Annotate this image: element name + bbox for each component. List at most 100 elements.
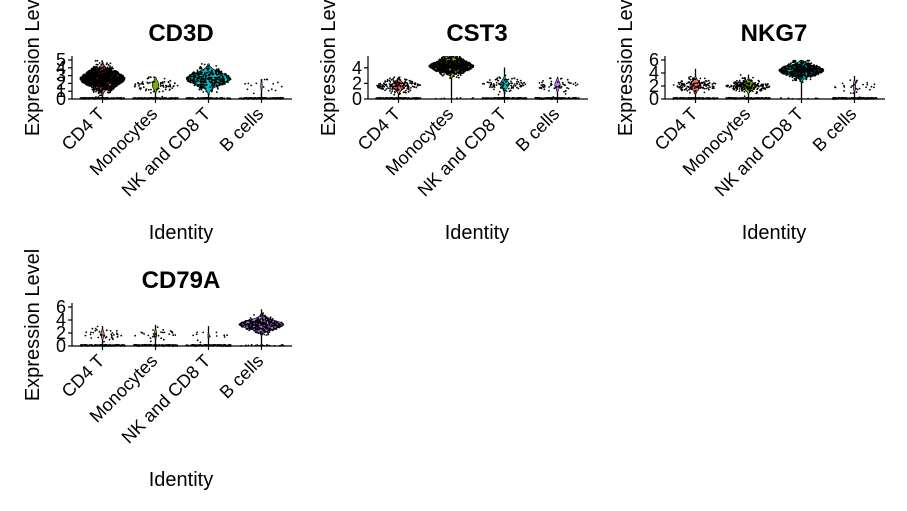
data-point — [87, 83, 90, 85]
data-point — [540, 84, 543, 86]
data-point — [834, 86, 837, 89]
data-point — [796, 73, 798, 76]
data-point — [690, 83, 693, 86]
data-point — [214, 69, 217, 72]
data-point — [150, 92, 152, 94]
data-point — [811, 70, 813, 72]
data-point — [496, 77, 499, 79]
data-point — [401, 88, 403, 91]
data-point — [137, 82, 140, 85]
data-point — [238, 97, 241, 100]
data-point — [513, 83, 516, 85]
data-point — [725, 98, 728, 100]
data-point — [699, 82, 701, 85]
data-point — [97, 87, 100, 89]
data-point — [203, 80, 206, 83]
data-point — [389, 87, 391, 90]
data-point — [564, 84, 566, 87]
data-point — [542, 86, 545, 88]
data-point — [391, 87, 394, 89]
data-point — [803, 71, 806, 74]
data-point — [672, 84, 675, 86]
data-point — [795, 62, 798, 65]
data-point — [857, 97, 860, 99]
data-point — [462, 62, 465, 65]
data-point — [811, 75, 814, 77]
data-point — [198, 75, 201, 78]
data-point — [510, 80, 512, 83]
data-point — [415, 86, 418, 89]
data-point — [395, 83, 398, 86]
data-point — [95, 89, 98, 91]
y-tick-label: 2 — [56, 73, 66, 93]
violin-points — [238, 78, 285, 100]
data-point — [398, 81, 401, 84]
data-point — [434, 64, 437, 66]
data-point — [455, 56, 457, 59]
y-ticks: 024 — [352, 58, 368, 109]
x-tick-label: B cells — [809, 104, 861, 156]
data-point — [116, 335, 119, 338]
data-point — [459, 97, 462, 99]
data-point — [708, 97, 710, 99]
data-point — [140, 97, 143, 100]
data-point — [92, 331, 95, 334]
data-point — [690, 98, 693, 100]
data-point — [107, 84, 109, 86]
data-point — [202, 98, 205, 100]
data-point — [189, 77, 192, 80]
data-point — [214, 77, 217, 79]
data-point — [87, 97, 89, 100]
data-point — [444, 67, 447, 70]
data-point — [117, 78, 120, 81]
data-point — [511, 86, 513, 88]
data-point — [564, 90, 567, 92]
data-point — [793, 69, 795, 72]
data-point — [100, 63, 103, 66]
data-point — [116, 333, 119, 336]
data-point — [115, 329, 118, 332]
data-point — [200, 79, 203, 81]
data-point — [539, 97, 541, 100]
data-point — [502, 83, 505, 86]
data-point — [553, 87, 556, 90]
data-point — [752, 83, 755, 85]
data-point — [459, 56, 462, 59]
data-point — [401, 82, 403, 85]
violin-points — [132, 76, 179, 100]
data-point — [213, 79, 216, 82]
data-point — [462, 70, 465, 73]
data-point — [548, 86, 550, 88]
data-point — [120, 97, 123, 99]
data-point — [159, 83, 162, 85]
data-point — [203, 63, 206, 66]
data-point — [199, 97, 202, 99]
data-point — [549, 77, 552, 80]
data-point — [805, 71, 808, 73]
data-point — [554, 86, 557, 89]
data-point — [554, 97, 557, 100]
data-point — [161, 81, 164, 83]
y-tick-label: 0 — [56, 89, 66, 109]
data-point — [701, 82, 703, 85]
data-point — [167, 81, 170, 83]
data-point — [689, 75, 692, 78]
data-point — [270, 88, 273, 91]
data-point — [220, 70, 223, 73]
data-point — [563, 90, 565, 93]
data-point — [749, 79, 751, 82]
data-point — [105, 329, 108, 332]
data-point — [91, 327, 94, 330]
data-point — [163, 77, 166, 80]
data-point — [500, 83, 503, 86]
data-point — [680, 87, 683, 89]
data-point — [759, 90, 762, 92]
data-point — [736, 79, 738, 82]
data-point — [867, 98, 869, 100]
data-point — [841, 82, 844, 85]
data-point — [405, 78, 408, 81]
data-point — [512, 85, 515, 87]
data-point — [548, 89, 550, 92]
data-point — [389, 81, 392, 83]
data-point — [550, 84, 552, 87]
